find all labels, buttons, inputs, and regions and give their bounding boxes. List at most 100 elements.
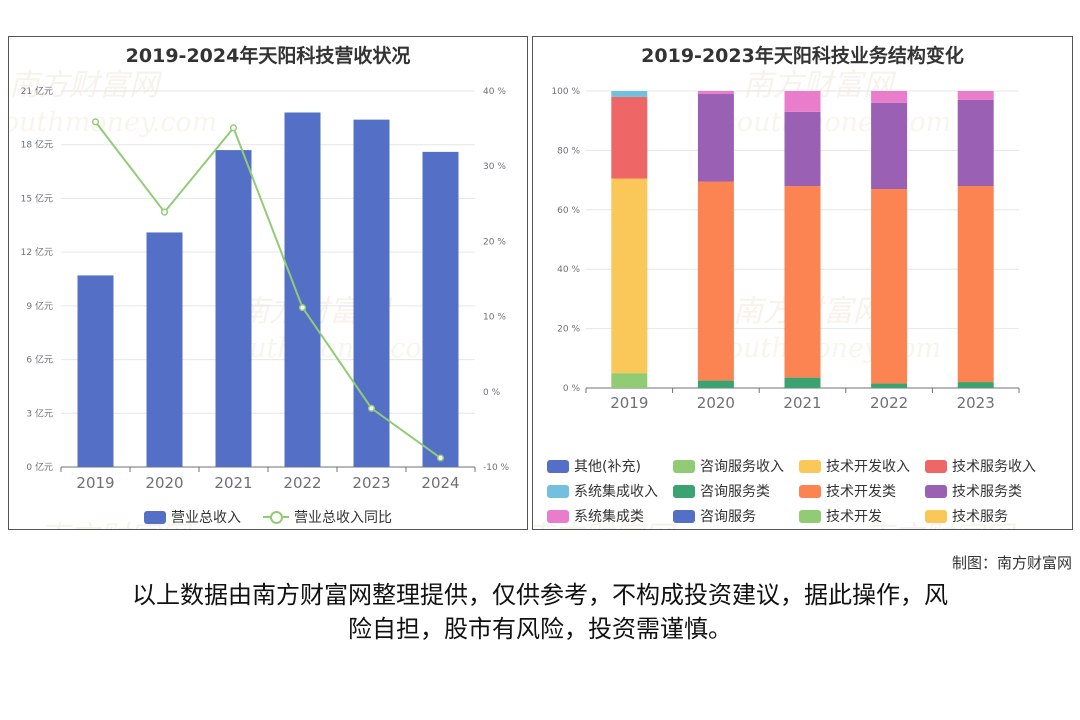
legend-swatch bbox=[925, 459, 947, 473]
legend-swatch bbox=[144, 510, 166, 524]
revenue-chart-title: 2019-2024年天阳科技营收状况 bbox=[125, 45, 411, 67]
y-right-tick-label: 0 % bbox=[483, 388, 501, 398]
legend-label: 其他(补充) bbox=[574, 459, 641, 475]
stacked-segment bbox=[871, 383, 908, 388]
stacked-segment bbox=[697, 91, 734, 94]
revenue-bar bbox=[353, 119, 390, 468]
x-tick-label: 2021 bbox=[214, 474, 252, 492]
legend-label: 营业总收入 bbox=[171, 510, 241, 526]
legend-swatch bbox=[925, 484, 947, 498]
x-tick-label: 2023 bbox=[957, 394, 995, 412]
stacked-segment bbox=[611, 96, 648, 179]
legend-item[interactable]: 技术开发 bbox=[799, 506, 925, 526]
legend-label: 咨询服务收入 bbox=[700, 459, 784, 475]
legend-label: 技术服务类 bbox=[952, 484, 1022, 500]
stacked-segment bbox=[697, 380, 734, 388]
stacked-segment bbox=[784, 186, 821, 378]
legend-item[interactable]: 咨询服务类 bbox=[673, 481, 799, 501]
x-tick-label: 2022 bbox=[283, 474, 321, 492]
legend-swatch bbox=[673, 509, 695, 523]
revenue-bar bbox=[146, 232, 183, 467]
stacked-segment bbox=[784, 377, 821, 388]
legend-swatch bbox=[547, 509, 569, 523]
stacked-segment bbox=[697, 181, 734, 381]
yoy-growth-point bbox=[367, 404, 376, 412]
watermark-en-1: southmoney.com bbox=[219, 333, 447, 364]
legend-item[interactable]: 技术开发类 bbox=[799, 481, 925, 501]
yoy-growth-point bbox=[91, 118, 100, 126]
legend-swatch bbox=[547, 459, 569, 473]
legend-label: 系统集成收入 bbox=[574, 484, 658, 500]
disclaimer-line-1: 以上数据由南方财富网整理提供，仅供参考，不构成投资建议，据此操作，风 bbox=[132, 581, 948, 609]
legend-item[interactable]: 系统集成类 bbox=[547, 506, 673, 526]
x-tick-label: 2019 bbox=[610, 394, 648, 412]
legend-label: 技术开发收入 bbox=[826, 459, 910, 475]
legend-swatch bbox=[799, 459, 821, 473]
watermark-cn-3: 南方财富网 bbox=[863, 520, 1017, 530]
business-structure-chart-title: 2019-2023年天阳科技业务结构变化 bbox=[641, 45, 964, 67]
y-left-tick-label: 3 亿元 bbox=[26, 407, 53, 419]
yoy-growth-point bbox=[436, 454, 445, 462]
revenue-bar bbox=[77, 275, 114, 467]
yoy-growth-point bbox=[298, 304, 307, 312]
y-left-tick-label: 6 亿元 bbox=[26, 354, 53, 366]
stacked-segment bbox=[957, 186, 994, 383]
legend-item[interactable]: 营业总收入同比 bbox=[263, 507, 392, 527]
x-tick-label: 2021 bbox=[783, 394, 821, 412]
y-left-tick-label: 18 亿元 bbox=[21, 139, 53, 151]
revenue-chart: 南方财富网southmoney.com南方财富网southmoney.com南方… bbox=[9, 68, 510, 530]
stacked-segment bbox=[784, 111, 821, 187]
stacked-segment bbox=[611, 91, 648, 97]
y-right-tick-label: 10 % bbox=[483, 313, 506, 323]
legend-item[interactable]: 咨询服务 bbox=[673, 506, 799, 526]
revenue-chart-panel: 南方财富网southmoney.com南方财富网southmoney.com南方… bbox=[8, 36, 528, 530]
x-tick-label: 2019 bbox=[76, 474, 114, 492]
revenue-bar bbox=[215, 150, 252, 467]
legend-label: 咨询服务类 bbox=[700, 484, 770, 500]
watermark-en-0: southmoney.com bbox=[9, 107, 217, 138]
x-tick-label: 2023 bbox=[352, 474, 390, 492]
legend-item[interactable]: 系统集成收入 bbox=[547, 481, 673, 501]
yoy-growth-point bbox=[160, 208, 169, 216]
x-tick-label: 2022 bbox=[870, 394, 908, 412]
legend-swatch bbox=[673, 459, 695, 473]
chart-credit: 制图：南方财富网 bbox=[951, 554, 1072, 572]
legend-item[interactable]: 技术服务收入 bbox=[925, 456, 1051, 476]
x-tick-label: 2024 bbox=[421, 474, 459, 492]
stacked-segment bbox=[957, 91, 994, 100]
legend-item[interactable]: 技术服务 bbox=[925, 506, 1051, 526]
legend-label: 技术开发类 bbox=[826, 484, 896, 500]
y-left-tick-label: 12 亿元 bbox=[21, 246, 53, 258]
legend-item[interactable]: 营业总收入 bbox=[144, 507, 241, 527]
yoy-growth-point bbox=[229, 124, 238, 132]
legend-item[interactable]: 咨询服务收入 bbox=[673, 456, 799, 476]
legend-item[interactable]: 技术开发收入 bbox=[799, 456, 925, 476]
legend-item[interactable]: 技术服务类 bbox=[925, 481, 1051, 501]
stacked-segment bbox=[957, 382, 994, 388]
y-tick-label: 20 % bbox=[557, 325, 580, 335]
watermark-en-0: southmoney.com bbox=[723, 107, 951, 138]
y-left-tick-label: 9 亿元 bbox=[26, 300, 53, 312]
yoy-growth-line bbox=[94, 121, 442, 459]
stacked-segment bbox=[871, 189, 908, 384]
legend-label: 系统集成类 bbox=[574, 509, 644, 525]
watermark-cn-2: 南方财富网 bbox=[39, 520, 193, 530]
legend-label: 咨询服务 bbox=[700, 509, 756, 525]
y-right-tick-label: 40 % bbox=[483, 87, 506, 97]
legend-label: 技术开发 bbox=[826, 509, 882, 525]
stacked-segment bbox=[784, 91, 821, 112]
stacked-segment bbox=[871, 91, 908, 103]
y-tick-label: 60 % bbox=[557, 206, 580, 216]
disclaimer-line-2: 险自担，股市有风险，投资需谨慎。 bbox=[348, 615, 732, 643]
legend-swatch bbox=[925, 509, 947, 523]
stacked-segment bbox=[611, 178, 648, 374]
stacked-segment bbox=[611, 373, 648, 388]
y-right-tick-label: -10 % bbox=[483, 463, 510, 473]
watermark-cn-0: 南方财富网 bbox=[9, 68, 163, 103]
disclaimer: 以上数据由南方财富网整理提供，仅供参考，不构成投资建议，据此操作，风 险自担，股… bbox=[60, 578, 1020, 646]
revenue-bar bbox=[422, 151, 459, 467]
legend-item[interactable]: 其他(补充) bbox=[547, 456, 673, 476]
legend-label: 技术服务收入 bbox=[952, 459, 1036, 475]
legend-swatch bbox=[799, 509, 821, 523]
y-tick-label: 100 % bbox=[551, 87, 580, 97]
